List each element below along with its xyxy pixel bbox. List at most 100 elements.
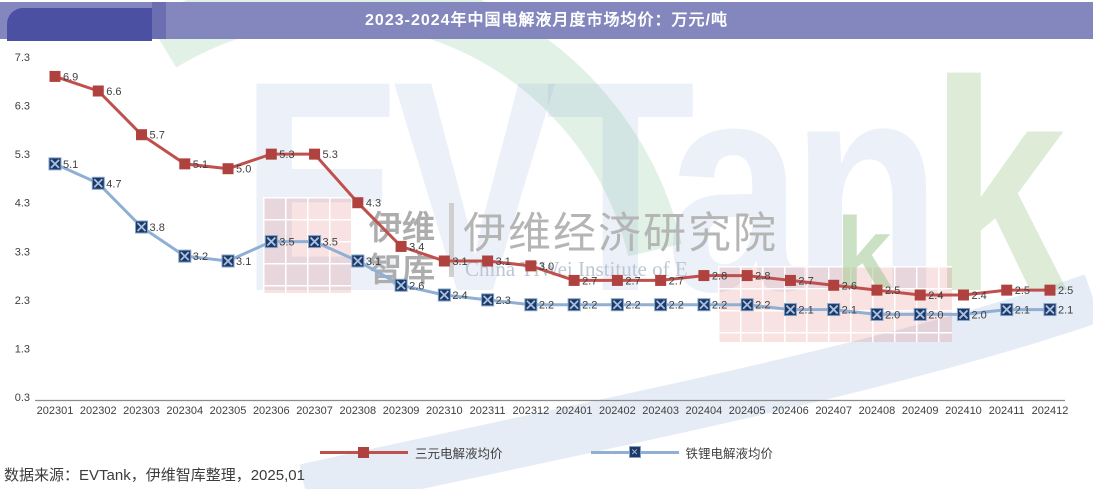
lfp-marker-x	[50, 159, 60, 169]
lfp-marker-x	[309, 236, 320, 247]
x-tick-label: 202407	[815, 405, 852, 417]
lfp-data-label: 2.2	[625, 300, 640, 312]
title-bar: 2023-2024年中国电解液月度市场均价：万元/吨	[0, 2, 1093, 41]
ternary-marker	[352, 197, 364, 209]
ternary-marker	[222, 163, 234, 175]
x-tick-label: 202308	[339, 405, 376, 417]
lfp-series-line	[54, 162, 1050, 316]
x-tick-label: 202410	[945, 405, 982, 417]
lfp-data-label: 2.1	[1015, 305, 1030, 317]
ternary-data-label: 2.4	[928, 290, 943, 302]
blue-swoosh	[299, 274, 1093, 489]
lfp-marker-x	[266, 236, 276, 247]
x-tick-label: 202306	[253, 405, 290, 417]
x-tick-label: 202302	[80, 405, 117, 417]
x-tick-label: 202311	[470, 405, 506, 417]
y-tick-label: 7.3	[15, 52, 30, 64]
lfp-data-label: 2.2	[712, 300, 727, 312]
ternary-series-line	[54, 74, 1050, 297]
lfp-data-label: 2.1	[1058, 305, 1073, 317]
lfp-marker-x	[872, 309, 882, 320]
ternary-data-label: 2.7	[669, 275, 684, 287]
x-tick-label: 202406	[772, 405, 809, 417]
ternary-data-label: 2.4	[971, 290, 986, 302]
x-tick-label: 202303	[123, 405, 160, 417]
lfp-data-label: 3.1	[366, 256, 381, 268]
x-tick-label: 202408	[859, 405, 896, 417]
ternary-marker	[611, 274, 623, 286]
ternary-data-label: 2.7	[798, 275, 813, 287]
legend-item-lfp: ✕ 铁锂电解液均价	[590, 443, 774, 462]
lfp-data-label: 2.2	[582, 300, 597, 312]
x-tick-label: 202404	[686, 405, 723, 417]
x-tick-label: 202309	[383, 405, 420, 417]
watermark-yiwei-text: 伊维	[369, 209, 435, 246]
watermark-institute-cn: 伊维经济研究院	[463, 210, 778, 258]
ternary-marker	[568, 274, 580, 286]
lfp-data-label: 2.0	[971, 309, 986, 321]
evtank-brand-watermark: EVTank	[240, 36, 1067, 336]
lfp-marker-x	[829, 304, 839, 315]
ternary-marker	[395, 240, 407, 252]
lfp-marker-x	[136, 222, 147, 232]
x-tick-label: 202409	[902, 405, 939, 417]
x-tick-label: 202403	[642, 405, 679, 417]
lfp-marker-x	[569, 300, 579, 310]
lfp-data-label: 5.1	[63, 159, 78, 171]
lfp-marker-x	[223, 256, 233, 266]
chart-legend: 三元电解液均价 ✕ 铁锂电解液均价	[0, 443, 1093, 462]
x-tick-label: 202301	[37, 405, 74, 417]
lfp-marker-x	[526, 300, 536, 310]
lfp-marker-x	[93, 178, 103, 188]
ternary-marker	[741, 270, 753, 282]
ternary-data-label: 5.1	[193, 159, 208, 171]
lfp-data-label: 2.6	[409, 280, 424, 292]
lfp-marker-x	[958, 309, 969, 320]
lfp-data-label: 2.2	[669, 300, 684, 312]
lfp-x-square-icon: ✕	[628, 446, 641, 458]
ternary-data-label: 5.7	[150, 130, 165, 142]
ternary-marker	[525, 260, 537, 272]
ternary-data-label: 3.4	[409, 241, 424, 253]
ternary-marker	[438, 255, 450, 267]
y-tick-label: 4.3	[15, 198, 30, 210]
ternary-data-label: 5.3	[323, 149, 338, 161]
ternary-data-label: 4.3	[366, 198, 381, 210]
ternary-data-label: 2.8	[712, 271, 727, 283]
lfp-marker-x	[439, 290, 449, 300]
x-tick-label: 202310	[426, 405, 463, 417]
lfp-data-label: 2.1	[798, 305, 813, 317]
ternary-marker	[784, 274, 796, 286]
ternary-data-label: 2.5	[1015, 285, 1030, 297]
lfp-marker-x	[656, 300, 666, 310]
lfp-marker-x	[180, 251, 190, 261]
y-tick-label: 6.3	[15, 101, 30, 113]
y-tick-label: 1.3	[15, 343, 30, 355]
lfp-legend-label: 铁锂电解液均价	[685, 447, 774, 461]
lfp-data-label: 3.2	[193, 251, 208, 263]
lfp-marker-x	[742, 300, 752, 310]
title-bar-accent	[152, 2, 166, 39]
ternary-data-label: 6.6	[106, 86, 121, 98]
lfp-data-label: 4.7	[106, 178, 121, 190]
ternary-marker	[1001, 284, 1013, 296]
lfp-marker-x	[612, 300, 623, 310]
ternary-marker	[828, 279, 840, 291]
lfp-data-label: 2.2	[539, 300, 554, 312]
ternary-marker	[914, 289, 926, 301]
ternary-data-label: 5.3	[279, 149, 294, 161]
lfp-data-label: 3.5	[279, 237, 294, 249]
lfp-data-label: 3.8	[150, 222, 165, 234]
ternary-marker	[49, 70, 61, 82]
ternary-legend-marker	[319, 447, 408, 458]
ternary-marker	[698, 270, 710, 282]
ternary-marker	[655, 274, 667, 286]
lfp-data-label: 2.0	[928, 309, 943, 321]
ternary-marker	[92, 85, 104, 97]
ternary-square-icon	[357, 447, 369, 458]
ternary-data-label: 2.8	[755, 271, 770, 283]
x-tick-label: 202304	[166, 405, 203, 417]
ternary-data-label: 3.0	[539, 261, 554, 273]
ternary-data-label: 3.1	[496, 256, 511, 268]
lfp-marker-x	[353, 256, 363, 266]
